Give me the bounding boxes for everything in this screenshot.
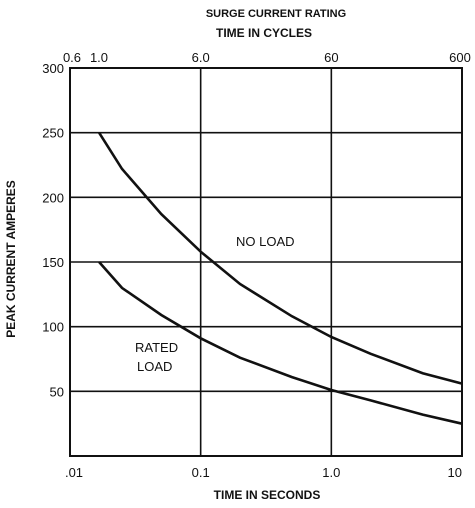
top-tick-label-1: 1.0 xyxy=(90,50,108,65)
top-tick-label-0: 0.6 xyxy=(63,50,81,65)
y-tick-label-150: 150 xyxy=(42,255,64,270)
chart-title: SURGE CURRENT RATING xyxy=(206,8,346,20)
x-tick-label-3: 10 xyxy=(448,465,462,480)
annotation-no-load: NO LOAD xyxy=(236,234,295,249)
y-tick-label-200: 200 xyxy=(42,190,64,205)
x-tick-label-1: 0.1 xyxy=(192,465,210,480)
top-axis-label: TIME IN CYCLES xyxy=(216,26,312,40)
plot-frame xyxy=(69,67,463,457)
series-line-rated-load xyxy=(98,261,463,425)
annotation-rated: RATED xyxy=(135,340,178,355)
series-line-no-load xyxy=(98,132,463,385)
y-tick-label-50: 50 xyxy=(50,384,64,399)
x-axis-label: TIME IN SECONDS xyxy=(214,488,321,502)
tick-labels: 50 100 150 200 250 300 .01 0.1 1.0 10 0.6 1.0 6.0 60 6… xyxy=(42,50,471,480)
x-tick-label-0: .01 xyxy=(65,465,83,480)
top-tick-label-3: 60 xyxy=(324,50,338,65)
series-layer xyxy=(98,132,463,425)
top-tick-label-4: 600 xyxy=(449,50,471,65)
y-axis-label: PEAK CURRENT AMPERES xyxy=(4,180,18,338)
x-tick-label-2: 1.0 xyxy=(322,465,340,480)
top-tick-label-2: 6.0 xyxy=(192,50,210,65)
y-tick-label-300: 300 xyxy=(42,61,64,76)
grid xyxy=(70,68,462,456)
y-tick-label-250: 250 xyxy=(42,126,64,141)
annotation-load: LOAD xyxy=(137,359,172,374)
y-tick-label-100: 100 xyxy=(42,320,64,335)
